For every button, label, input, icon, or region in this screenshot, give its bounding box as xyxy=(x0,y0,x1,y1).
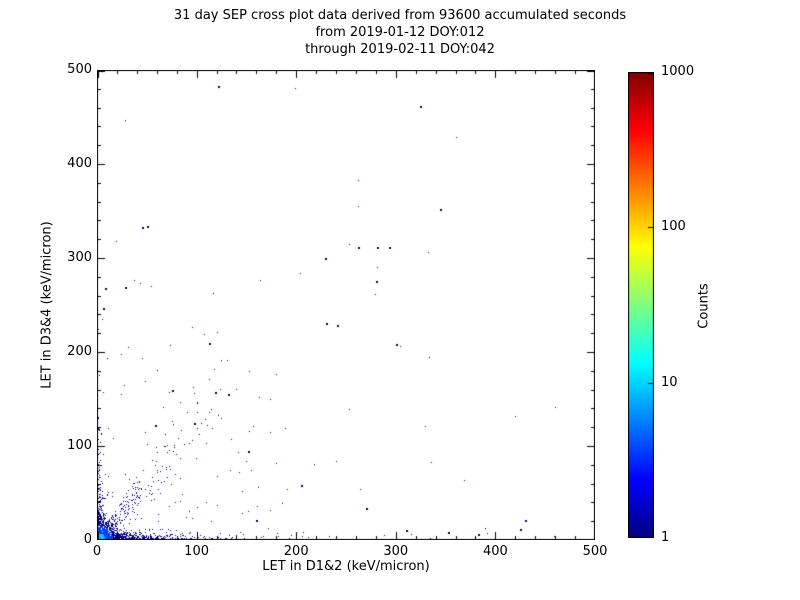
y-tick-label: 500 xyxy=(67,62,92,77)
y-tick-label: 200 xyxy=(67,344,92,359)
colorbar-label: Counts xyxy=(696,283,712,329)
colorbar xyxy=(628,72,654,538)
colorbar-tick-label: 1 xyxy=(661,530,670,545)
chart-subtitle-from: from 2019-01-12 DOY:012 xyxy=(315,25,485,40)
y-tick-label: 100 xyxy=(67,438,92,453)
scatter-plot-canvas xyxy=(97,70,595,540)
y-axis-label: LET in D3&4 (keV/micron) xyxy=(39,221,55,389)
y-tick-label: 300 xyxy=(67,250,92,265)
x-tick-label: 300 xyxy=(383,544,409,559)
colorbar-tick-label: 1000 xyxy=(661,64,695,79)
x-tick-label: 400 xyxy=(482,544,508,559)
y-tick-label: 400 xyxy=(67,156,92,171)
chart-title: 31 day SEP cross plot data derived from … xyxy=(173,8,627,23)
colorbar-tick-label: 10 xyxy=(661,374,678,390)
x-tick-label: 100 xyxy=(184,544,210,559)
x-tick-label: 0 xyxy=(92,544,102,559)
x-tick-label: 200 xyxy=(283,544,309,559)
x-axis-label: LET in D1&2 (keV/micron) xyxy=(262,559,430,574)
x-tick-label: 500 xyxy=(582,544,608,559)
chart-subtitle-through: through 2019-02-11 DOY:042 xyxy=(305,42,495,57)
colorbar-tick-label: 100 xyxy=(661,219,686,235)
y-tick-label: 0 xyxy=(83,532,92,547)
